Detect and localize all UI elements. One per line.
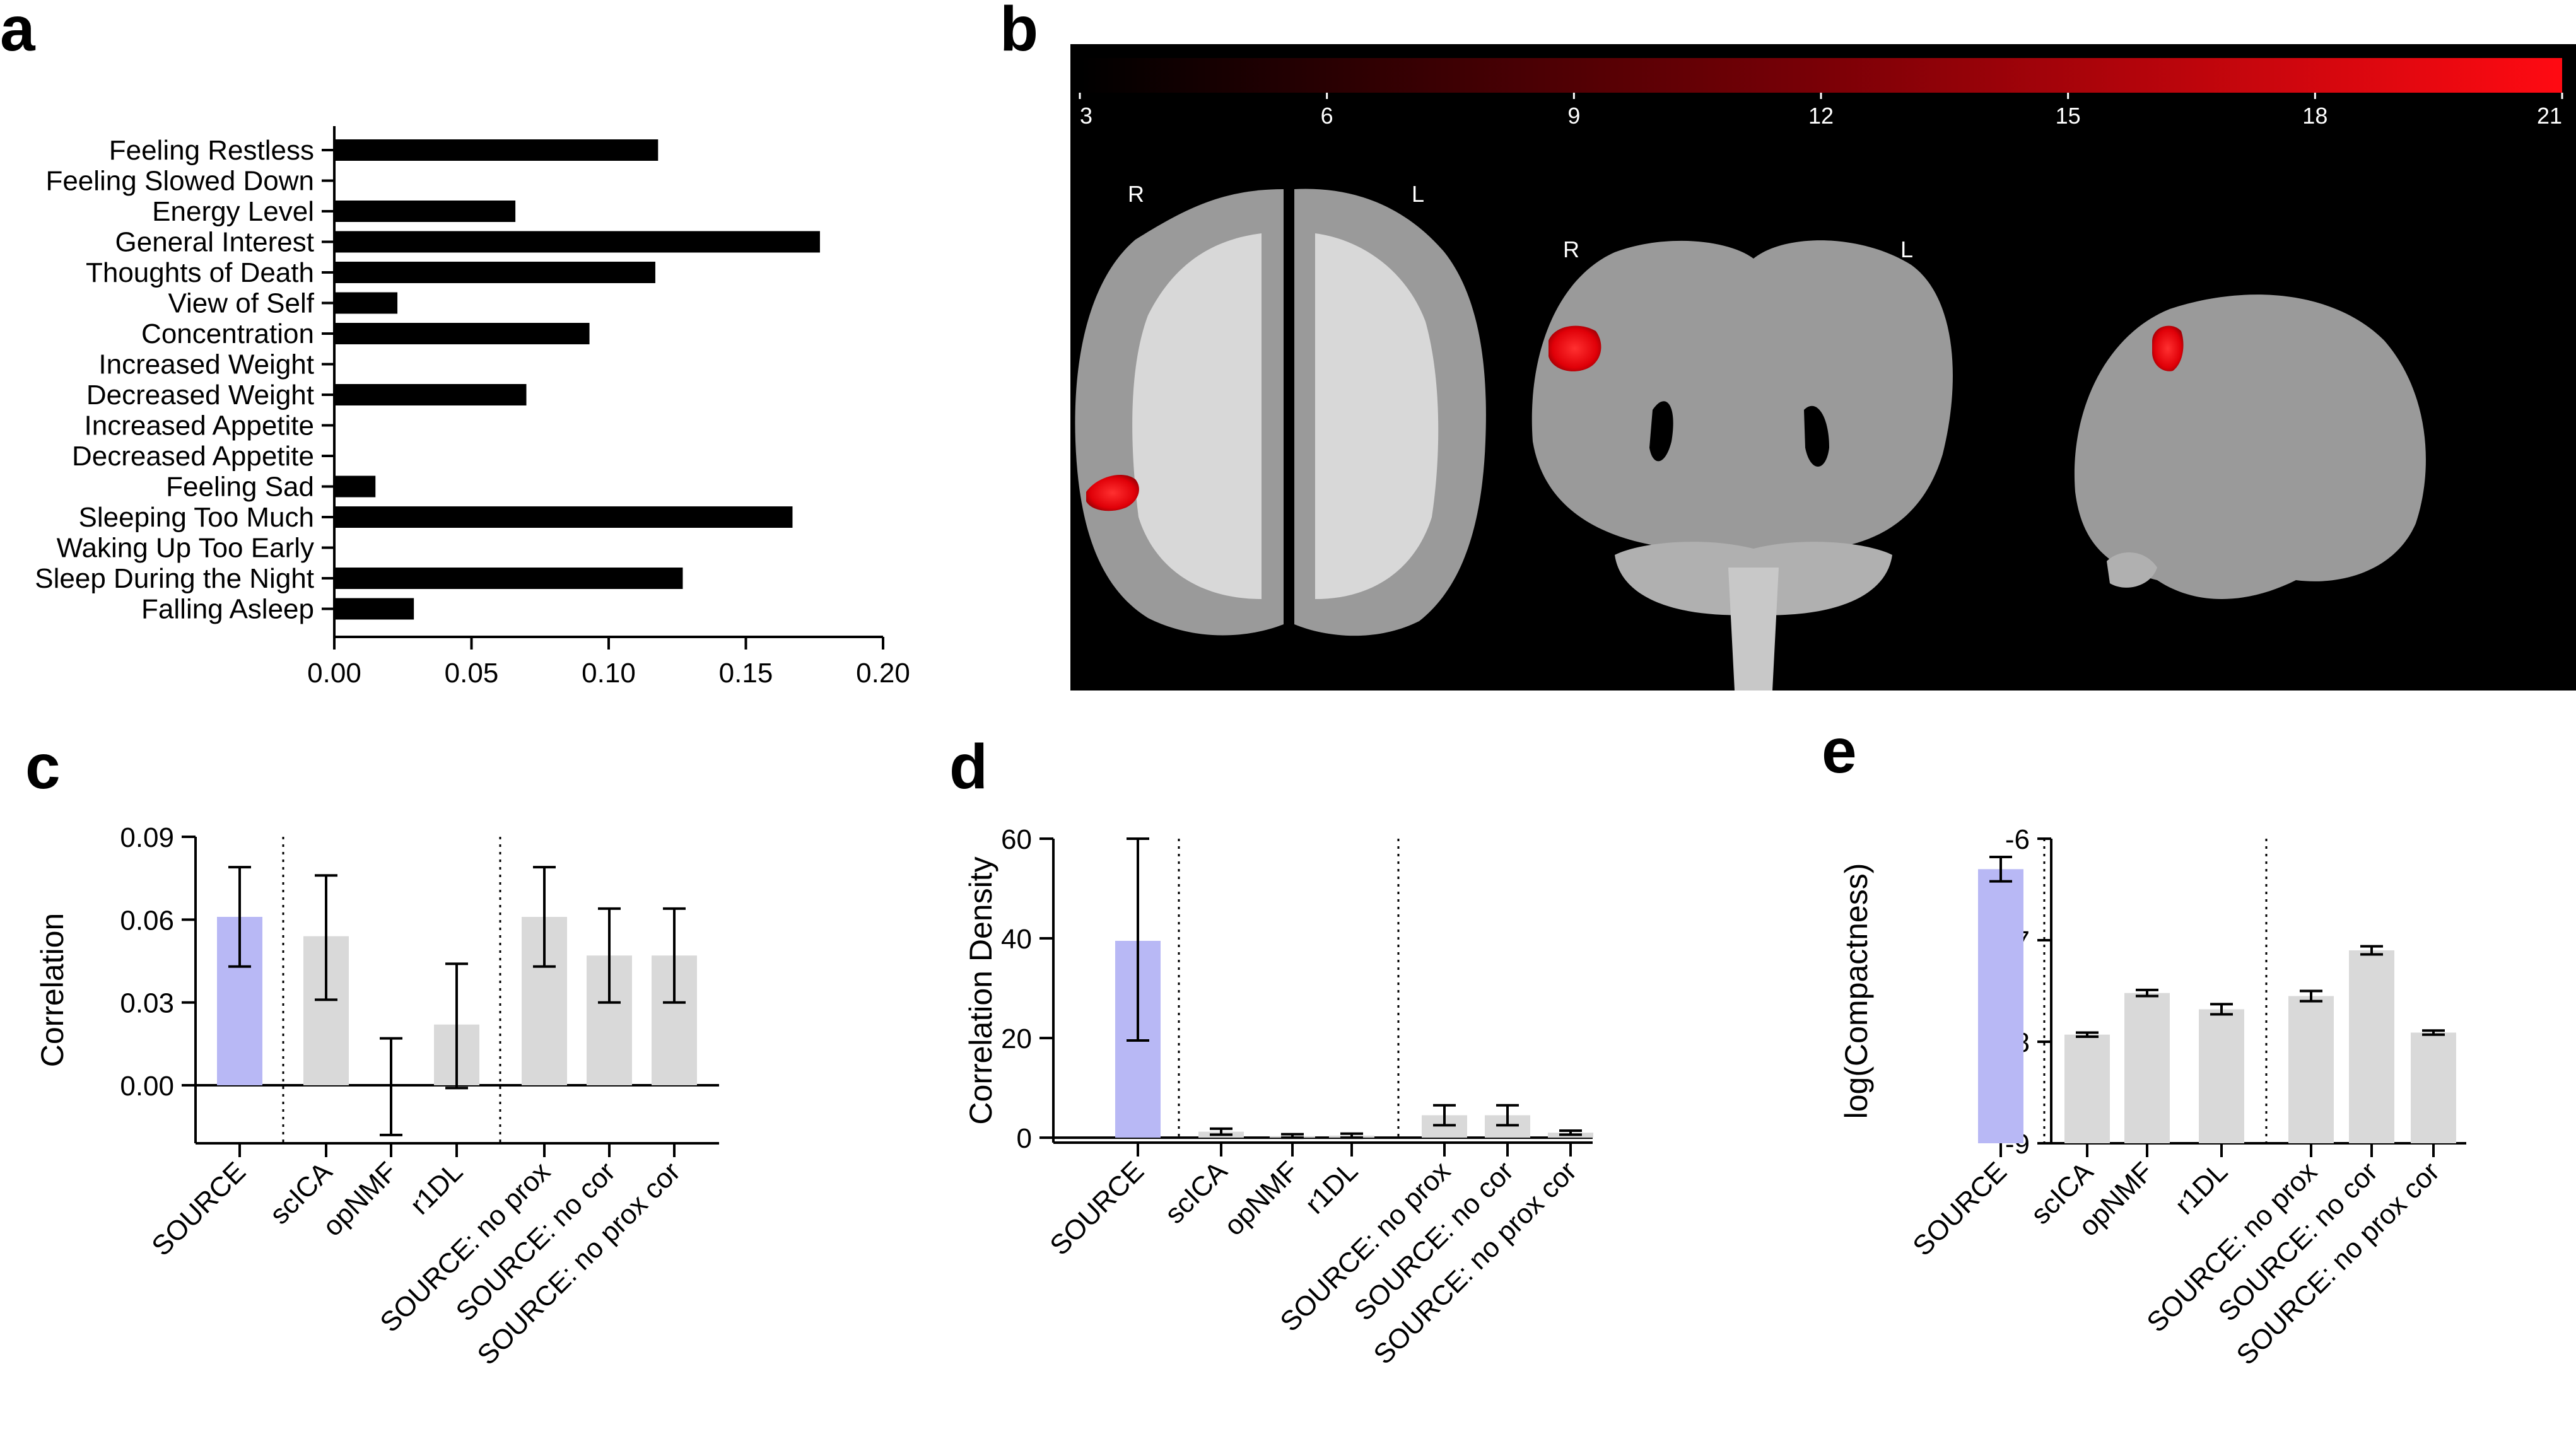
panel-label-b: b <box>1000 0 1038 64</box>
panel-label-e: e <box>1822 716 1857 786</box>
c-y-axis-label: Correlation <box>35 913 70 1068</box>
a-bar <box>334 475 376 498</box>
coronal-activation-blob <box>1549 325 1601 371</box>
c-y-tick-label: 0.03 <box>120 988 174 1019</box>
axial-label-right: R <box>1128 181 1144 207</box>
a-category-label: Thoughts of Death <box>86 257 314 288</box>
a-x-tick-label: 0.05 <box>445 658 499 689</box>
axial-label-left: L <box>1412 181 1424 207</box>
axial-activation-blob <box>1086 474 1139 511</box>
a-category-label: Increased Weight <box>98 349 314 380</box>
panel-label-a: a <box>0 0 36 64</box>
colorbar-tick-label: 18 <box>2302 103 2327 129</box>
a-bar <box>334 292 398 314</box>
c-y-tick-label: 0.00 <box>120 1071 174 1102</box>
e-bar <box>2288 996 2334 1143</box>
coronal-label-right: R <box>1563 236 1579 262</box>
sagittal-cerebellum <box>2107 552 2157 588</box>
a-x-tick-label: 0.15 <box>719 658 773 689</box>
d-x-category-label: SOURCE <box>1044 1155 1150 1261</box>
colorbar-tick-label: 12 <box>1808 103 1834 129</box>
a-category-label: Sleeping Too Much <box>79 502 314 533</box>
c-y-tick-label: 0.09 <box>120 822 174 853</box>
a-category-label: Feeling Slowed Down <box>45 166 314 197</box>
colorbar-tick-label: 21 <box>2537 103 2562 129</box>
coronal-brain <box>1531 240 1953 615</box>
coronal-slice <box>1531 240 1953 691</box>
a-bar <box>334 568 683 589</box>
coronal-ventricle-right <box>1649 401 1673 462</box>
colorbar <box>1080 58 2562 93</box>
a-bar <box>334 384 527 405</box>
axial-white-matter-right <box>1315 233 1439 599</box>
a-category-label: View of Self <box>168 288 314 319</box>
a-bar <box>334 201 516 222</box>
d-y-tick-label: 20 <box>1001 1023 1032 1054</box>
e-y-tick-label: -6 <box>2005 824 2030 855</box>
a-bar <box>334 262 655 283</box>
d-x-category-label: r1DL <box>1299 1155 1364 1220</box>
e-bar <box>2064 1034 2110 1143</box>
d-y-tick-label: 40 <box>1001 924 1032 955</box>
axial-white-matter-left <box>1132 233 1262 599</box>
a-x-tick-label: 0.10 <box>582 658 636 689</box>
a-bar <box>334 231 820 253</box>
a-bar <box>334 506 793 528</box>
c-x-category-label: opNMF <box>317 1156 403 1242</box>
a-category-label: Energy Level <box>152 196 314 227</box>
brain-panel: 3 6 9 12 15 18 21 R L R L <box>1070 44 2576 691</box>
c-y-tick-label: 0.06 <box>120 905 174 936</box>
d-y-tick-label: 60 <box>1001 824 1032 855</box>
panel-label-d: d <box>949 731 988 802</box>
a-category-label: Waking Up Too Early <box>57 533 314 564</box>
d-y-axis-label: Correlation Density <box>963 856 998 1124</box>
a-category-label: Concentration <box>141 318 314 349</box>
c-x-category-label: r1DL <box>404 1156 469 1220</box>
e-bar <box>2199 1009 2244 1143</box>
sagittal-slice <box>2074 294 2426 599</box>
a-category-label: Decreased Weight <box>86 380 314 411</box>
a-bar <box>334 598 414 620</box>
e-bar <box>2349 950 2394 1143</box>
a-x-tick-label: 0.20 <box>856 658 910 689</box>
a-category-label: Feeling Sad <box>166 472 314 503</box>
e-bar <box>2411 1032 2456 1143</box>
sagittal-brain <box>2074 294 2426 599</box>
a-bar <box>334 323 590 344</box>
coronal-label-left: L <box>1900 236 1913 262</box>
a-bar <box>334 139 659 161</box>
d-x-category-label: opNMF <box>1218 1155 1304 1242</box>
a-category-label: General Interest <box>115 227 315 258</box>
e-bar <box>1978 869 2023 1143</box>
a-category-label: Sleep During the Night <box>35 563 314 594</box>
coronal-ventricle-left <box>1804 405 1829 467</box>
colorbar-tick-label: 15 <box>2056 103 2081 129</box>
colorbar-ticks: 3 6 9 12 15 18 21 <box>1079 93 2563 129</box>
e-y-axis-label: log(Compactness) <box>1839 863 1874 1119</box>
coronal-brainstem <box>1728 568 1779 691</box>
a-category-label: Feeling Restless <box>109 135 314 166</box>
e-bar <box>2124 993 2170 1143</box>
c-x-category-label: SOURCE <box>146 1156 252 1262</box>
a-category-label: Increased Appetite <box>85 411 314 441</box>
panel-label-c: c <box>25 731 61 802</box>
e-x-category-label: SOURCE <box>1907 1156 2013 1262</box>
a-category-label: Decreased Appetite <box>72 441 314 472</box>
axial-slice <box>1075 189 1486 636</box>
d-y-tick-label: 0 <box>1017 1123 1032 1154</box>
colorbar-tick-label: 6 <box>1321 103 1333 129</box>
sagittal-activation-blob <box>2152 325 2184 371</box>
e-x-category-label: r1DL <box>2169 1156 2234 1220</box>
colorbar-tick-label: 3 <box>1080 103 1092 129</box>
a-category-label: Falling Asleep <box>141 594 314 625</box>
a-x-tick-label: 0.00 <box>307 658 361 689</box>
colorbar-tick-label: 9 <box>1567 103 1580 129</box>
